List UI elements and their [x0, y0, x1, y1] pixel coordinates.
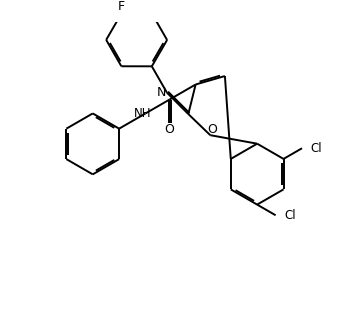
Text: F: F [118, 0, 125, 13]
Text: O: O [207, 123, 217, 136]
Text: N: N [157, 86, 166, 99]
Text: NH: NH [134, 107, 151, 120]
Text: Cl: Cl [311, 142, 322, 155]
Text: O: O [164, 123, 174, 136]
Text: Cl: Cl [284, 209, 296, 222]
